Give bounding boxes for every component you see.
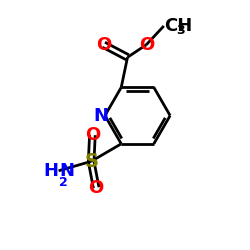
Text: H: H [44,162,59,180]
Text: O: O [85,126,100,144]
Text: N: N [93,106,108,124]
Text: N: N [59,162,74,180]
Text: CH: CH [164,17,192,35]
Text: 2: 2 [59,176,68,189]
Text: 3: 3 [176,24,185,37]
Text: O: O [96,36,111,54]
Text: O: O [88,179,104,197]
Text: S: S [84,152,98,171]
Text: O: O [139,36,154,54]
